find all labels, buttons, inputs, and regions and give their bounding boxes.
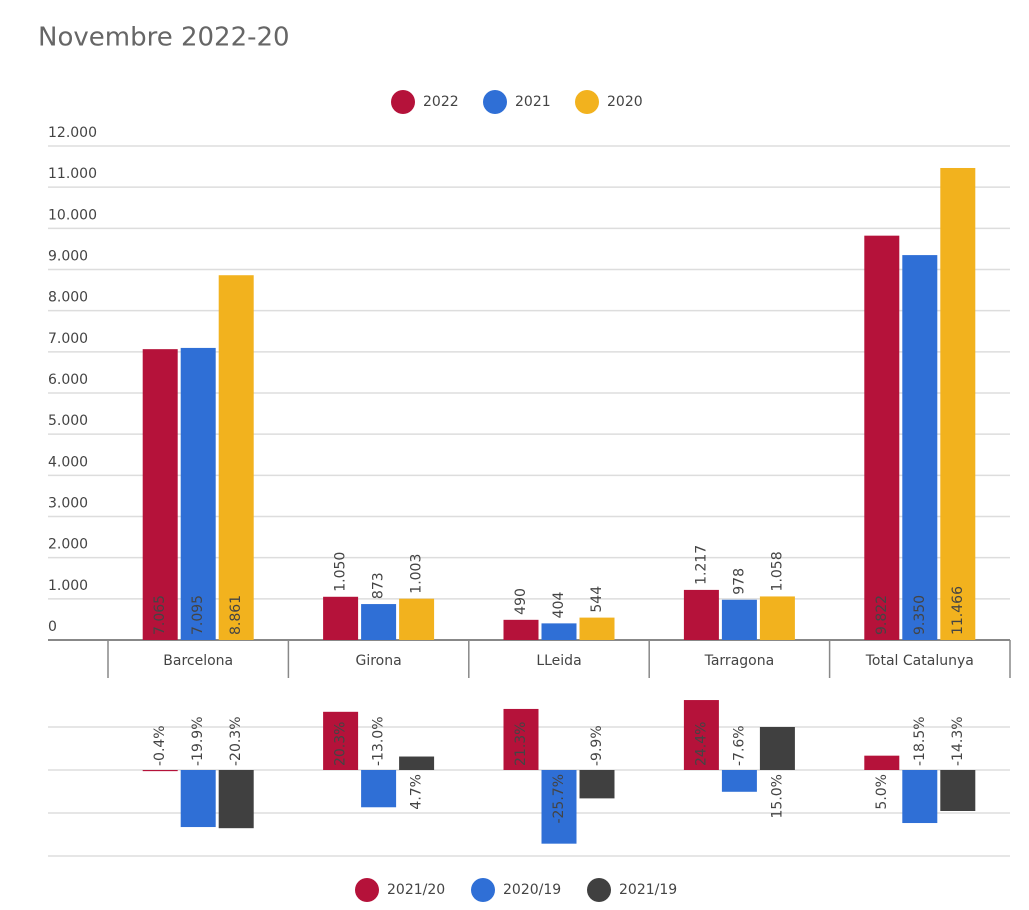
- legend-marker: [575, 90, 599, 114]
- bar: [399, 598, 435, 640]
- bar: [759, 727, 795, 770]
- data-label: 9.822: [874, 595, 890, 635]
- data-label: 21.3%: [513, 722, 529, 766]
- data-label: -9.9%: [589, 725, 605, 766]
- bar: [323, 711, 359, 770]
- data-label: 1.003: [409, 554, 425, 594]
- data-label: -14.3%: [950, 716, 966, 766]
- bar: [683, 700, 719, 770]
- legend-marker: [391, 90, 415, 114]
- data-label: 4.7%: [409, 774, 425, 810]
- x-tick-label: Total Catalunya: [865, 653, 974, 669]
- bar: [683, 589, 719, 640]
- y-tick-label: 11.000: [48, 166, 97, 182]
- y-tick-label: 8.000: [48, 290, 88, 306]
- data-label: 5.0%: [874, 774, 890, 810]
- y-tick-label: 3.000: [48, 496, 88, 512]
- legend-marker: [483, 90, 507, 114]
- legend-label: 2020/19: [503, 882, 561, 898]
- bar: [361, 770, 397, 808]
- bar: [323, 596, 359, 640]
- bar: [399, 756, 435, 770]
- y-tick-label: 5.000: [48, 413, 88, 429]
- data-label: 9.350: [912, 595, 928, 635]
- legend-marker: [355, 878, 379, 902]
- bar: [721, 770, 757, 792]
- data-label: 873: [371, 572, 387, 599]
- bar: [864, 235, 900, 640]
- bar: [902, 770, 938, 824]
- data-label: 11.466: [950, 586, 966, 635]
- data-label: 544: [589, 586, 605, 613]
- data-label: 20.3%: [333, 722, 349, 766]
- y-tick-label: 6.000: [48, 372, 88, 388]
- bar: [902, 255, 938, 640]
- bar: [940, 770, 976, 811]
- bar: [180, 347, 216, 640]
- legend-label: 2020: [607, 94, 643, 110]
- data-label: 8.861: [228, 595, 244, 635]
- y-tick-label: 10.000: [48, 207, 97, 223]
- bar: [180, 770, 216, 828]
- bar: [579, 770, 615, 799]
- bar: [503, 619, 539, 640]
- y-tick-label: 12.000: [48, 125, 97, 141]
- bar: [864, 755, 900, 770]
- bar: [142, 349, 178, 640]
- data-label: 15.0%: [769, 774, 785, 818]
- bar: [759, 596, 795, 640]
- legend-label: 2021: [515, 94, 551, 110]
- data-label: -18.5%: [912, 716, 928, 766]
- x-tick-label: Barcelona: [163, 653, 233, 669]
- legend-marker: [471, 878, 495, 902]
- data-label: 1.058: [769, 551, 785, 591]
- data-label: 7.065: [152, 595, 168, 635]
- data-label: -13.0%: [371, 716, 387, 766]
- legend-label: 2022: [423, 94, 459, 110]
- y-tick-label: 0: [48, 619, 57, 635]
- bar: [142, 770, 178, 772]
- y-tick-label: 1.000: [48, 578, 88, 594]
- bar: [721, 599, 757, 640]
- legend-marker: [587, 878, 611, 902]
- data-label: -0.4%: [152, 725, 168, 766]
- x-tick-label: LLeida: [536, 653, 581, 669]
- data-label: -19.9%: [190, 716, 206, 766]
- bar: [940, 167, 976, 640]
- bar: [503, 708, 539, 770]
- data-label: 1.050: [333, 552, 349, 592]
- chart-title: Novembre 2022-20: [38, 23, 290, 53]
- data-label: 490: [513, 588, 529, 615]
- bar: [361, 604, 397, 640]
- data-label: 7.095: [190, 595, 206, 635]
- y-tick-label: 2.000: [48, 537, 88, 553]
- data-label: -7.6%: [731, 725, 747, 766]
- data-label: 404: [551, 592, 567, 619]
- bar: [541, 623, 577, 640]
- data-label: 24.4%: [693, 722, 709, 766]
- bar: [579, 617, 615, 640]
- y-tick-label: 4.000: [48, 454, 88, 470]
- data-label: -25.7%: [551, 774, 567, 824]
- bar: [218, 770, 254, 829]
- data-label: 978: [731, 568, 747, 595]
- data-label: 1.217: [693, 545, 709, 585]
- bar: [541, 770, 577, 844]
- y-tick-label: 9.000: [48, 249, 88, 265]
- x-tick-label: Tarragona: [704, 653, 775, 669]
- x-tick-label: Girona: [355, 653, 401, 669]
- bar: [218, 275, 254, 640]
- legend-label: 2021/20: [387, 882, 445, 898]
- y-tick-label: 7.000: [48, 331, 88, 347]
- data-label: -20.3%: [228, 716, 244, 766]
- legend-label: 2021/19: [619, 882, 677, 898]
